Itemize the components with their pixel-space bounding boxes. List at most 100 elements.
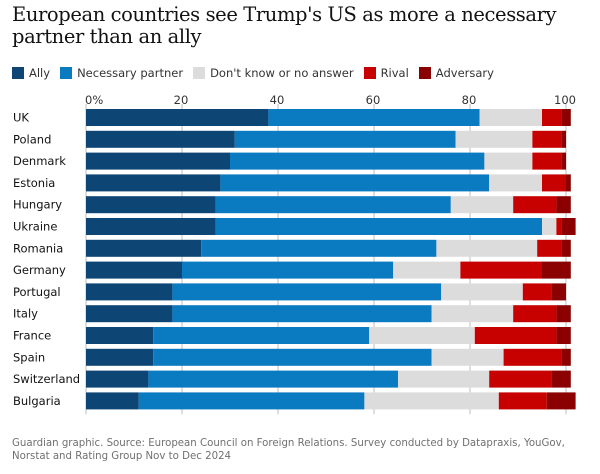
legend-item-necessary-partner: Necessary partner	[60, 66, 183, 80]
bar-spain-don-t-know-or-no-answer	[431, 348, 504, 366]
bar-spain-adversary	[561, 348, 571, 366]
bar-ukraine-ally	[86, 218, 216, 235]
bar-switzerland-ally	[86, 370, 149, 388]
bar-germany-adversary	[542, 261, 571, 279]
bar-france-don-t-know-or-no-answer	[369, 327, 475, 344]
bar-estonia-ally	[86, 174, 221, 192]
bar-hungary-adversary	[556, 196, 571, 214]
bar-italy-rival	[513, 305, 557, 323]
legend-label-rival: Rival	[380, 66, 409, 80]
legend-label-necessary-partner: Necessary partner	[77, 66, 184, 80]
category-label-uk: UK	[13, 111, 29, 125]
legend: Ally Necessary partner Don't know or no an…	[12, 65, 504, 81]
bar-denmark-don-t-know-or-no-answer	[484, 152, 533, 170]
bar-hungary-ally	[86, 196, 216, 214]
bar-spain-ally	[86, 348, 154, 366]
category-label-france: France	[13, 329, 51, 343]
bar-romania-don-t-know-or-no-answer	[436, 239, 538, 257]
bar-france-rival	[474, 327, 557, 344]
legend-item-don-t-know-or-no-answer: Don't know or no answer	[193, 66, 354, 80]
bar-italy-ally	[86, 305, 173, 323]
bar-poland-adversary	[561, 130, 566, 148]
bar-estonia-don-t-know-or-no-answer	[489, 174, 542, 192]
bar-hungary-necessary-partner	[215, 196, 451, 214]
bar-hungary-don-t-know-or-no-answer	[450, 196, 514, 214]
legend-label-ally: Ally	[29, 66, 51, 80]
category-label-switzerland: Switzerland	[13, 372, 80, 386]
bar-bulgaria-don-t-know-or-no-answer	[364, 392, 499, 410]
bar-bulgaria-ally	[86, 392, 139, 410]
bar-estonia-adversary	[566, 174, 571, 192]
x-tick-label-80: 80	[462, 93, 477, 107]
bar-ukraine-adversary	[561, 218, 576, 235]
bar-denmark-necessary-partner	[230, 152, 485, 170]
category-label-romania: Romania	[13, 241, 63, 255]
bar-germany-necessary-partner	[182, 261, 394, 279]
bar-portugal-adversary	[551, 283, 566, 301]
bar-bulgaria-adversary	[546, 392, 576, 410]
legend-item-rival: Rival	[363, 66, 409, 80]
bar-poland-ally	[86, 130, 235, 148]
stacked-bar-chart: 0% 20 40 60 80 100 UK Poland Denmark Estonia Hunga…	[13, 93, 576, 415]
bar-italy-adversary	[556, 305, 571, 323]
legend-label-adversary: Adversary	[435, 66, 494, 80]
bar-estonia-necessary-partner	[220, 174, 490, 192]
bar-bulgaria-rival	[498, 392, 547, 410]
bar-ukraine-don-t-know-or-no-answer	[542, 218, 557, 235]
category-label-portugal: Portugal	[13, 285, 61, 299]
legend-label-don-t-know-or-no-answer: Don't know or no answer	[210, 66, 354, 80]
legend-item-adversary: Adversary	[418, 66, 494, 80]
bar-ukraine-rival	[556, 218, 562, 235]
bar-denmark-ally	[86, 152, 230, 170]
bar-uk-necessary-partner	[268, 109, 480, 126]
bar-switzerland-necessary-partner	[148, 370, 398, 388]
bar-france-necessary-partner	[153, 327, 370, 344]
bar-france-ally	[86, 327, 154, 344]
x-tick-label-100: 100	[554, 93, 576, 107]
x-tick-label-60: 60	[366, 93, 381, 107]
bar-germany-don-t-know-or-no-answer	[393, 261, 461, 279]
bar-switzerland-don-t-know-or-no-answer	[398, 370, 490, 388]
bar-romania-necessary-partner	[201, 239, 437, 257]
bar-estonia-rival	[542, 174, 566, 192]
bar-romania-rival	[537, 239, 562, 257]
bar-romania-ally	[86, 239, 202, 257]
x-tick-label-20: 20	[174, 93, 189, 107]
bar-uk-ally	[86, 109, 269, 126]
bar-switzerland-rival	[489, 370, 552, 388]
category-label-denmark: Denmark	[13, 154, 66, 168]
category-label-poland: Poland	[13, 132, 51, 146]
bar-spain-necessary-partner	[153, 348, 432, 366]
legend-swatch-don-t-know-or-no-answer	[193, 67, 206, 79]
legend-item-ally: Ally	[12, 66, 50, 80]
category-label-estonia: Estonia	[13, 176, 55, 190]
bar-germany-ally	[86, 261, 182, 279]
category-label-germany: Germany	[13, 263, 66, 277]
category-label-bulgaria: Bulgaria	[13, 394, 61, 408]
bar-uk-don-t-know-or-no-answer	[479, 109, 542, 126]
bar-italy-don-t-know-or-no-answer	[431, 305, 514, 323]
bar-portugal-don-t-know-or-no-answer	[441, 283, 523, 301]
bar-portugal-rival	[522, 283, 552, 301]
legend-swatch-adversary	[418, 67, 431, 79]
source-note: Guardian graphic. Source: European Counc…	[12, 438, 565, 462]
bar-france-adversary	[556, 327, 571, 344]
category-label-hungary: Hungary	[13, 198, 62, 212]
category-label-ukraine: Ukraine	[13, 220, 57, 234]
bar-romania-adversary	[561, 239, 571, 257]
bar-uk-adversary	[561, 109, 571, 126]
category-label-spain: Spain	[13, 350, 45, 364]
category-label-italy: Italy	[13, 307, 38, 321]
chart-title: European countries see Trump's US as mor…	[12, 3, 557, 48]
legend-swatch-ally	[12, 67, 24, 79]
legend-swatch-rival	[363, 67, 376, 79]
bar-italy-necessary-partner	[172, 305, 432, 323]
x-tick-label-0: 0%	[85, 93, 103, 107]
bar-poland-necessary-partner	[234, 130, 456, 148]
bar-portugal-necessary-partner	[172, 283, 442, 301]
bar-bulgaria-necessary-partner	[138, 392, 365, 410]
legend-swatch-necessary-partner	[60, 67, 73, 79]
bar-denmark-adversary	[561, 152, 566, 170]
bar-switzerland-adversary	[551, 370, 571, 388]
bar-poland-rival	[532, 130, 562, 148]
